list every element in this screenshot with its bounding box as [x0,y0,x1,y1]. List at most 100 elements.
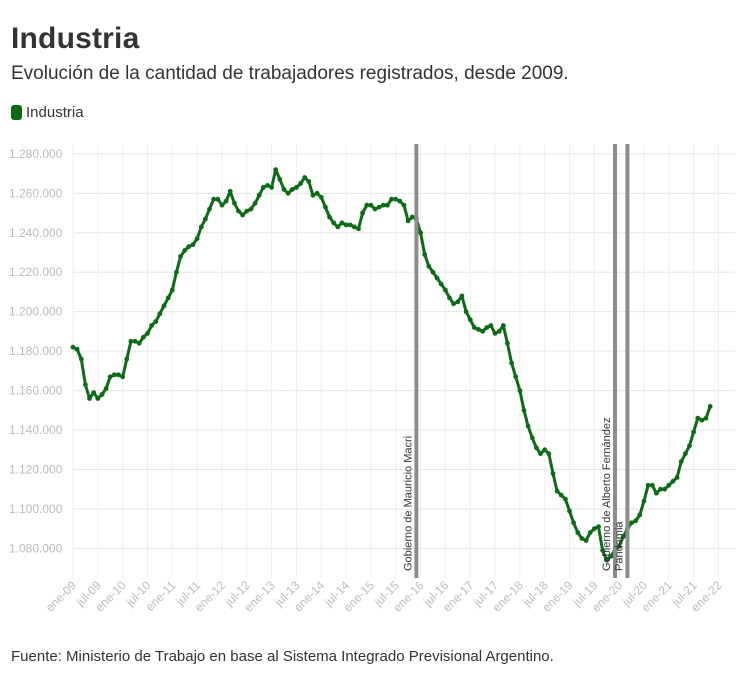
data-point [579,536,585,541]
data-point [443,287,448,293]
data-point [654,490,659,496]
data-point [194,236,200,242]
data-point [517,388,523,393]
data-point [587,530,593,535]
legend-swatch [11,105,22,120]
data-point [302,175,308,180]
data-point [567,508,572,514]
series-layer [70,167,713,563]
data-point [608,553,614,559]
chart-title: Industria [11,22,140,55]
data-point [434,275,440,281]
data-point [252,200,258,206]
data-point [327,214,332,220]
data-point [318,194,324,200]
data-point [546,451,552,457]
legend[interactable]: Industria [11,104,84,121]
data-point [393,196,399,202]
chart-subtitle: Evolución de la cantidad de trabajadores… [11,63,569,84]
data-point [132,338,138,344]
data-point [161,303,167,309]
data-point [620,534,626,539]
data-point [683,451,688,457]
data-point [463,309,469,315]
data-point [281,187,287,192]
data-point [542,447,548,453]
data-point [149,323,155,328]
data-point [256,192,262,198]
data-point [641,498,647,504]
data-point [78,356,84,362]
data-point [385,202,390,208]
data-point [112,372,117,378]
data-point [591,526,597,532]
data-point [91,390,97,395]
data-point [265,183,270,188]
data-point [670,478,676,484]
data-point [323,204,328,210]
data-point [678,459,684,464]
y-tick-label: 1.100.000 [9,502,63,516]
legend-label: Industria [26,104,84,121]
data-point [662,486,668,492]
data-point [339,220,345,226]
data-point [153,319,159,324]
data-point [488,323,494,328]
annotation-label: Gobierno de Mauricio Macri [402,436,414,571]
data-point [707,404,713,409]
data-point [277,177,283,182]
x-axis: ene-09jul-09ene-10jul-10ene-11jul-11ene-… [43,578,725,615]
data-point [521,407,527,413]
data-point [467,317,473,322]
data-point [285,190,291,196]
data-point [484,325,490,330]
data-point [269,185,274,190]
y-tick-label: 1.080.000 [9,541,63,555]
data-point [629,520,634,526]
y-tick-label: 1.220.000 [9,265,63,279]
data-point [422,252,428,257]
data-point [476,327,481,332]
data-point [128,338,134,344]
data-point [372,206,378,212]
data-point [596,524,601,530]
data-point [554,488,560,494]
data-point [583,538,589,543]
data-point [260,185,266,190]
data-point [360,210,365,216]
data-point [397,198,403,204]
data-point [223,198,229,204]
data-point [687,443,692,449]
data-point [550,471,556,476]
data-point [459,293,465,299]
data-point [376,204,382,210]
data-point [165,295,171,301]
data-point [699,417,705,423]
data-point [368,202,374,208]
data-point [198,224,204,230]
annotation-label: Gobierno de Alberto Fernández [601,418,613,572]
data-point [227,188,233,194]
data-point [418,230,423,236]
data-point [451,301,456,307]
data-point [401,202,407,208]
data-point [306,179,312,184]
data-point [335,224,341,230]
data-point [99,392,105,397]
data-point [294,185,299,190]
data-point [364,202,370,208]
y-tick-label: 1.180.000 [9,344,63,358]
data-point [703,415,709,421]
source-note: Fuente: Ministerio de Trabajo en base al… [11,648,554,665]
data-point [83,382,88,388]
data-point [70,344,76,350]
data-point [438,281,444,287]
grid [72,144,735,578]
data-point [616,544,622,549]
data-point [232,200,237,206]
data-point [426,263,432,269]
data-point [347,222,353,228]
data-point [380,202,386,208]
data-point [211,196,217,202]
